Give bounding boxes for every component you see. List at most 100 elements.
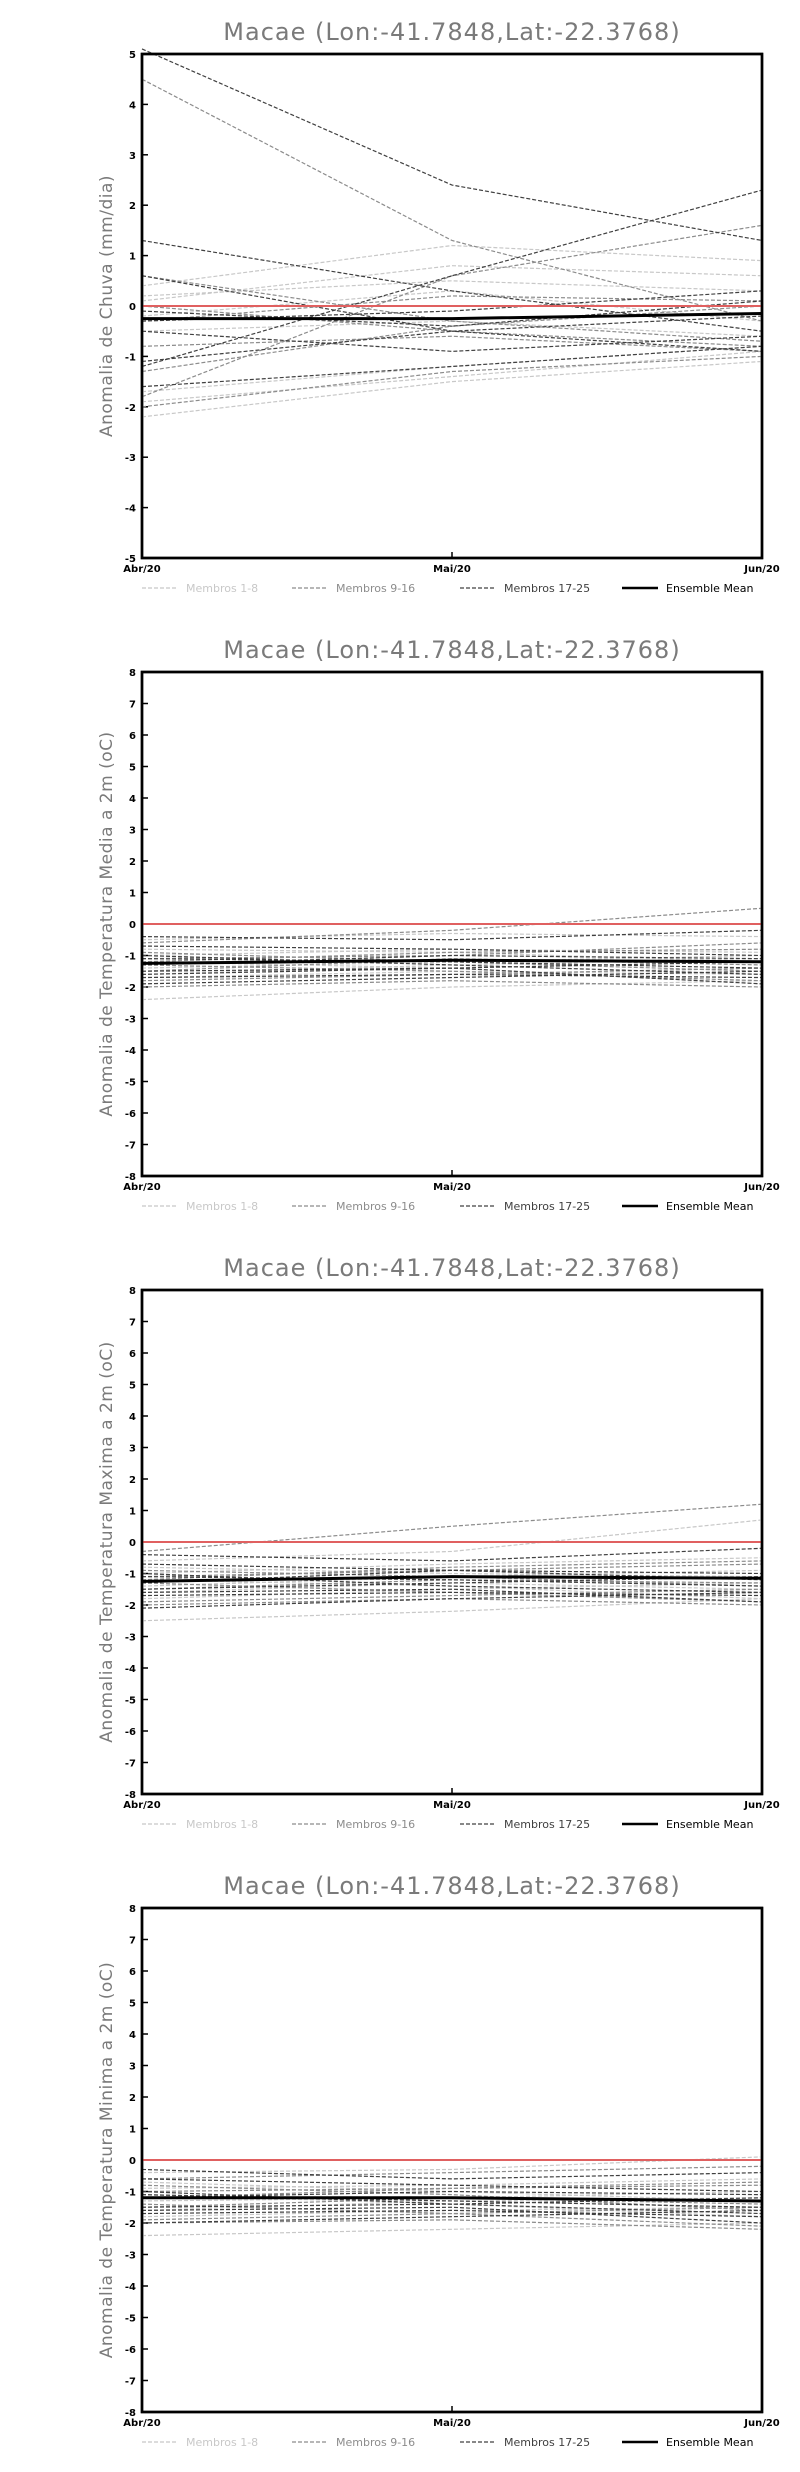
y-tick-label: -4	[125, 1046, 136, 1057]
y-tick-label: 2	[129, 857, 136, 868]
series-line-member-2	[141, 2178, 763, 2189]
y-tick-label: 3	[129, 2062, 136, 2073]
legend-label-g2: Membros 9-16	[336, 1200, 415, 1213]
series-line-member-22	[141, 958, 763, 969]
series-line-member-19	[141, 961, 763, 972]
y-tick-label: -5	[125, 554, 136, 565]
legend-label-g3: Membros 17-25	[504, 2436, 590, 2449]
y-tick-label: -5	[125, 1078, 136, 1089]
y-tick-label: -7	[125, 1141, 136, 1152]
series-line-member-10	[141, 942, 763, 960]
series-line-member-3	[141, 290, 763, 322]
series-line-member-8	[141, 1582, 763, 1593]
series-line-member-24	[141, 2178, 763, 2193]
chart-svg: Macae (Lon:-41.7848,Lat:-22.3768) Anomali…	[97, 636, 780, 1213]
series-line-member-18	[141, 954, 763, 975]
y-tick-label: 5	[129, 763, 136, 774]
y-tick-label: 5	[129, 1381, 136, 1392]
chart-title: Macae (Lon:-41.7848,Lat:-22.3768)	[223, 636, 680, 664]
y-tick-label: 8	[129, 1286, 136, 1297]
series-line-member-1	[141, 1519, 763, 1562]
series-line-member-24	[141, 945, 763, 957]
plot-frame-top	[140, 1288, 764, 1796]
y-tick-label: 1	[129, 1507, 136, 1518]
series-line-member-2	[141, 265, 763, 302]
x-tick-label: Jun/20	[743, 564, 780, 575]
series-line-member-12	[141, 967, 763, 982]
series-line-member-21	[141, 973, 763, 979]
series-line-member-4	[141, 1582, 763, 1600]
legend-label-g3: Membros 17-25	[504, 1818, 590, 1831]
y-tick-label: -4	[125, 2282, 136, 2293]
series-line-member-15	[141, 355, 763, 408]
series-line-member-12	[141, 1588, 763, 1603]
series-line-member-13	[141, 1579, 763, 1590]
y-tick-label: 0	[129, 920, 136, 931]
y-tick-label: 8	[129, 1904, 136, 1915]
y-tick-label: -1	[125, 352, 136, 363]
series-line-member-17	[141, 1547, 763, 1562]
x-tick-label: Jun/20	[743, 1800, 780, 1811]
x-tick-label: Abr/20	[123, 1182, 160, 1193]
series-line-member-23	[141, 970, 763, 985]
y-tick-label: -4	[125, 1664, 136, 1675]
y-tick-label: 1	[129, 252, 136, 263]
x-tick-label: Mai/20	[433, 1800, 471, 1811]
y-tick-label: 4	[129, 1412, 136, 1423]
y-tick-label: 4	[129, 2030, 136, 2041]
series-line-member-4	[141, 2206, 763, 2218]
series-line-member-14	[141, 951, 763, 972]
x-tick-label: Abr/20	[123, 1800, 160, 1811]
series-line-member-16	[141, 1560, 763, 1581]
series-line-member-25	[141, 967, 763, 985]
series-line-member-21	[141, 1591, 763, 1597]
series-line-member-15	[141, 980, 763, 988]
series-line-member-5	[141, 1598, 763, 1622]
y-tick-label: 6	[129, 1349, 136, 1360]
y-tick-label: -7	[125, 1759, 136, 1770]
x-tick-label: Jun/20	[743, 1182, 780, 1193]
x-tick-label: Jun/20	[743, 2418, 780, 2429]
legend-label-g3: Membros 17-25	[504, 1200, 590, 1213]
y-tick-label: -6	[125, 1727, 136, 1738]
x-tick-label: Mai/20	[433, 564, 471, 575]
y-tick-label: 3	[129, 151, 136, 162]
series-line-member-9	[141, 78, 763, 322]
y-tick-label: -6	[125, 2345, 136, 2356]
y-tick-label: 1	[129, 889, 136, 900]
series-line-member-11	[141, 275, 763, 342]
series-line-ensemble-mean	[142, 2196, 763, 2203]
y-tick-label: 4	[129, 794, 136, 805]
series-line-member-15	[141, 1598, 763, 1606]
series-line-member-12	[141, 335, 763, 352]
y-tick-label: -2	[125, 2219, 136, 2230]
series-line-member-23	[141, 1591, 763, 1609]
series-line-member-25	[141, 2206, 763, 2224]
series-line-ensemble-mean	[142, 312, 763, 321]
y-tick-label: 0	[129, 2156, 136, 2167]
y-tick-label: 5	[129, 50, 136, 61]
y-tick-label: -4	[125, 504, 136, 515]
y-tick-label: -1	[125, 1570, 136, 1581]
chart-svg: Macae (Lon:-41.7848,Lat:-22.3768) Anomali…	[97, 1254, 780, 1831]
y-tick-label: -2	[125, 983, 136, 994]
y-tick-label: 0	[129, 302, 136, 313]
y-tick-label: 3	[129, 826, 136, 837]
y-tick-label: 2	[129, 1475, 136, 1486]
y-tick-label: 2	[129, 201, 136, 212]
y-axis-label: Anomalia de Temperatura Media a 2m (oC)	[97, 731, 117, 1116]
y-tick-label: 2	[129, 2093, 136, 2104]
legend-label-mean: Ensemble Mean	[666, 582, 753, 595]
y-tick-label: 7	[129, 700, 136, 711]
x-tick-label: Abr/20	[123, 564, 160, 575]
chart-panel-temp-maxima: Macae (Lon:-41.7848,Lat:-22.3768) Anomali…	[0, 1236, 800, 1854]
series-line-member-20	[141, 2190, 763, 2199]
series-line-member-9	[141, 2165, 763, 2180]
chart-title: Macae (Lon:-41.7848,Lat:-22.3768)	[223, 1872, 680, 1900]
y-tick-label: 5	[129, 1999, 136, 2010]
chart-panel-temp-media: Macae (Lon:-41.7848,Lat:-22.3768) Anomali…	[0, 618, 800, 1236]
series-line-member-18	[141, 239, 763, 332]
legend-label-g1: Membros 1-8	[186, 1200, 258, 1213]
series-line-member-7	[141, 280, 763, 297]
plot-frame-top	[140, 52, 764, 560]
